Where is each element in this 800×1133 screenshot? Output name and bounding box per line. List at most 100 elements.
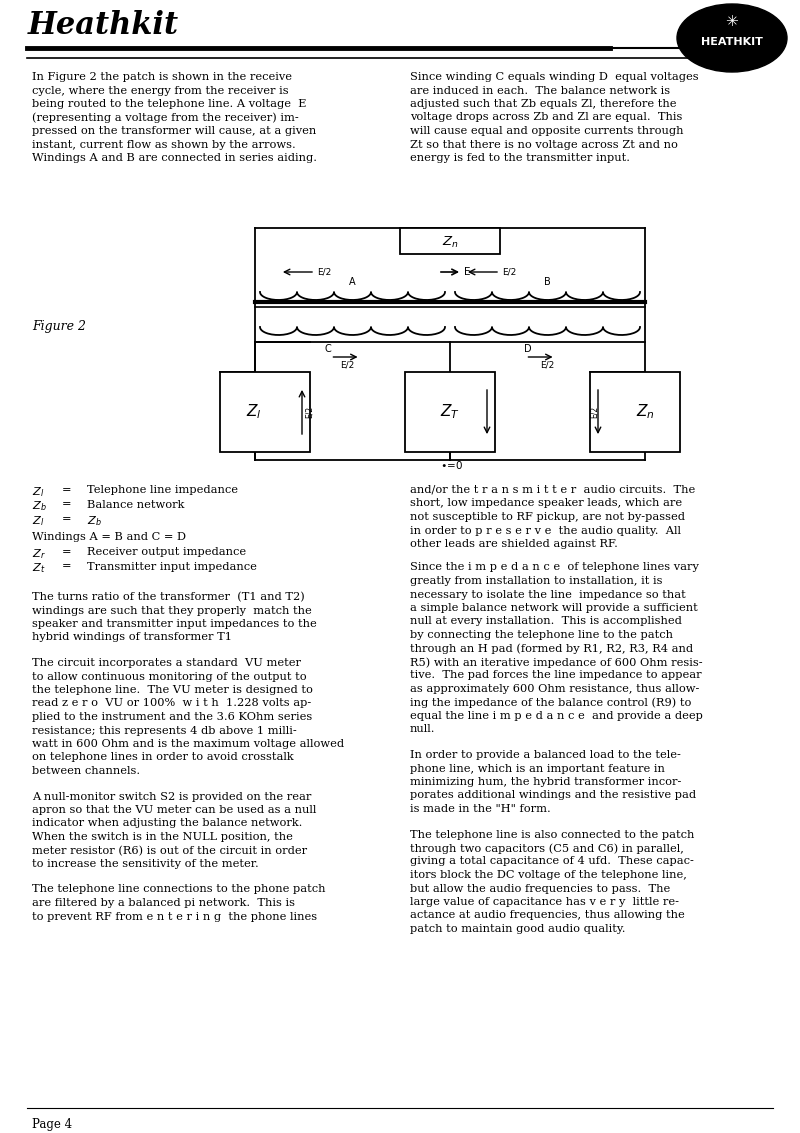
Text: read z e r o  VU or 100%  w i t h  1.228 volts ap-: read z e r o VU or 100% w i t h 1.228 vo… (32, 699, 311, 708)
Text: energy is fed to the transmitter input.: energy is fed to the transmitter input. (410, 153, 630, 163)
Text: Zt so that there is no voltage across Zt and no: Zt so that there is no voltage across Zt… (410, 139, 678, 150)
Text: =: = (62, 485, 71, 495)
Text: HEATHKIT: HEATHKIT (701, 37, 763, 46)
Text: phone line, which is an important feature in: phone line, which is an important featur… (410, 764, 665, 774)
Text: by connecting the telephone line to the patch: by connecting the telephone line to the … (410, 630, 673, 640)
Text: but allow the audio frequencies to pass.  The: but allow the audio frequencies to pass.… (410, 884, 670, 894)
Text: E/2: E/2 (590, 406, 599, 418)
Text: plied to the instrument and the 3.6 KOhm series: plied to the instrument and the 3.6 KOhm… (32, 712, 312, 722)
Text: B: B (544, 276, 551, 287)
Text: indicator when adjusting the balance network.: indicator when adjusting the balance net… (32, 818, 302, 828)
Text: E/2: E/2 (540, 360, 554, 369)
Text: Figure 2: Figure 2 (32, 320, 86, 333)
Text: Balance network: Balance network (87, 500, 184, 510)
Text: itors block the DC voltage of the telephone line,: itors block the DC voltage of the teleph… (410, 870, 687, 880)
Text: =: = (62, 547, 71, 557)
Text: =: = (62, 562, 71, 571)
Bar (400, 228, 500, 254)
Text: watt in 600 Ohm and is the maximum voltage allowed: watt in 600 Ohm and is the maximum volta… (32, 739, 344, 749)
Text: (representing a voltage from the receiver) im-: (representing a voltage from the receive… (32, 112, 298, 123)
Text: $Z_l$: $Z_l$ (32, 485, 44, 499)
Text: Receiver output impedance: Receiver output impedance (87, 547, 246, 557)
Text: through an H pad (formed by R1, R2, R3, R4 and: through an H pad (formed by R1, R2, R3, … (410, 644, 693, 654)
Bar (220, 372, 310, 452)
Text: are filtered by a balanced pi network.  This is: are filtered by a balanced pi network. T… (32, 898, 295, 908)
Text: porates additional windings and the resistive pad: porates additional windings and the resi… (410, 791, 696, 801)
Text: patch to maintain good audio quality.: patch to maintain good audio quality. (410, 925, 626, 934)
Text: The circuit incorporates a standard  VU meter: The circuit incorporates a standard VU m… (32, 658, 301, 668)
Text: tive.  The pad forces the line impedance to appear: tive. The pad forces the line impedance … (410, 671, 702, 681)
Text: resistance; this represents 4 db above 1 milli-: resistance; this represents 4 db above 1… (32, 725, 297, 735)
Text: =: = (62, 500, 71, 510)
Text: $Z_t$: $Z_t$ (32, 562, 46, 576)
Text: instant, current flow as shown by the arrows.: instant, current flow as shown by the ar… (32, 139, 296, 150)
Text: Since winding C equals winding D  equal voltages: Since winding C equals winding D equal v… (410, 73, 698, 82)
Text: windings are such that they properly  match the: windings are such that they properly mat… (32, 605, 312, 615)
Text: will cause equal and opposite currents through: will cause equal and opposite currents t… (410, 126, 683, 136)
Text: In order to provide a balanced load to the tele-: In order to provide a balanced load to t… (410, 750, 681, 760)
Text: Since the i m p e d a n c e  of telephone lines vary: Since the i m p e d a n c e of telephone… (410, 562, 699, 572)
Text: $Z_n$: $Z_n$ (636, 402, 655, 421)
Text: =: = (62, 514, 71, 523)
Text: E/2: E/2 (502, 267, 516, 276)
Text: actance at audio frequencies, thus allowing the: actance at audio frequencies, thus allow… (410, 911, 685, 920)
Text: greatly from installation to installation, it is: greatly from installation to installatio… (410, 576, 662, 586)
Text: Heathkit: Heathkit (28, 10, 179, 41)
Text: Windings A and B are connected in series aiding.: Windings A and B are connected in series… (32, 153, 317, 163)
Text: E/2: E/2 (340, 360, 354, 369)
Text: the telephone line.  The VU meter is designed to: the telephone line. The VU meter is desi… (32, 685, 313, 695)
Text: to increase the sensitivity of the meter.: to increase the sensitivity of the meter… (32, 859, 258, 869)
Text: Windings A = B and C = D: Windings A = B and C = D (32, 533, 186, 543)
Text: The telephone line connections to the phone patch: The telephone line connections to the ph… (32, 885, 326, 894)
Text: equal the line i m p e d a n c e  and provide a deep: equal the line i m p e d a n c e and pro… (410, 712, 703, 721)
Text: $Z_l$: $Z_l$ (246, 402, 262, 421)
Text: meter resistor (R6) is out of the circuit in order: meter resistor (R6) is out of the circui… (32, 845, 307, 855)
Text: are induced in each.  The balance network is: are induced in each. The balance network… (410, 85, 670, 95)
Text: voltage drops across Zb and Zl are equal.  This: voltage drops across Zb and Zl are equal… (410, 112, 682, 122)
Text: ing the impedance of the balance control (R9) to: ing the impedance of the balance control… (410, 698, 691, 708)
Text: is made in the "H" form.: is made in the "H" form. (410, 804, 550, 813)
Text: a simple balance network will provide a sufficient: a simple balance network will provide a … (410, 603, 698, 613)
Text: other leads are shielded against RF.: other leads are shielded against RF. (410, 539, 618, 550)
Text: $Z_b$: $Z_b$ (87, 514, 102, 528)
Text: $Z_r$: $Z_r$ (32, 547, 46, 561)
Text: to prevent RF from e n t e r i n g  the phone lines: to prevent RF from e n t e r i n g the p… (32, 912, 317, 921)
Text: A: A (349, 276, 356, 287)
Text: In Figure 2 the patch is shown in the receive: In Figure 2 the patch is shown in the re… (32, 73, 292, 82)
Text: $Z_b$: $Z_b$ (32, 500, 46, 513)
Text: short, low impedance speaker leads, which are: short, low impedance speaker leads, whic… (410, 499, 682, 509)
Text: $Z_l$: $Z_l$ (32, 514, 44, 528)
Text: speaker and transmitter input impedances to the: speaker and transmitter input impedances… (32, 619, 317, 629)
Text: E: E (464, 267, 470, 276)
Text: Telephone line impedance: Telephone line impedance (87, 485, 238, 495)
Text: adjusted such that Zb equals Zl, therefore the: adjusted such that Zb equals Zl, therefo… (410, 99, 677, 109)
Text: $Z_n$: $Z_n$ (442, 235, 458, 249)
Text: Transmitter input impedance: Transmitter input impedance (87, 562, 257, 571)
Text: in order to p r e s e r v e  the audio quality.  All: in order to p r e s e r v e the audio qu… (410, 526, 681, 536)
Text: between channels.: between channels. (32, 766, 140, 776)
Text: minimizing hum, the hybrid transformer incor-: minimizing hum, the hybrid transformer i… (410, 777, 682, 787)
Text: hybrid windings of transformer T1: hybrid windings of transformer T1 (32, 632, 232, 642)
Text: apron so that the VU meter can be used as a null: apron so that the VU meter can be used a… (32, 806, 316, 815)
Text: cycle, where the energy from the receiver is: cycle, where the energy from the receive… (32, 85, 289, 95)
Text: D: D (524, 344, 531, 353)
Text: null at every installation.  This is accomplished: null at every installation. This is acco… (410, 616, 682, 627)
Text: null.: null. (410, 724, 435, 734)
Text: not susceptible to RF pickup, are not by-passed: not susceptible to RF pickup, are not by… (410, 512, 685, 522)
Text: and/or the t r a n s m i t t e r  audio circuits.  The: and/or the t r a n s m i t t e r audio c… (410, 485, 695, 495)
Text: R5) with an iterative impedance of 600 Ohm resis-: R5) with an iterative impedance of 600 O… (410, 657, 702, 667)
Bar (590, 372, 680, 452)
Text: pressed on the transformer will cause, at a given: pressed on the transformer will cause, a… (32, 126, 316, 136)
Text: The turns ratio of the transformer  (T1 and T2): The turns ratio of the transformer (T1 a… (32, 593, 305, 603)
Text: necessary to isolate the line  impedance so that: necessary to isolate the line impedance … (410, 589, 686, 599)
Text: ✳: ✳ (726, 15, 738, 29)
Text: $\bullet$=0: $\bullet$=0 (440, 459, 463, 471)
Text: When the switch is in the NULL position, the: When the switch is in the NULL position,… (32, 832, 293, 842)
Text: through two capacitors (C5 and C6) in parallel,: through two capacitors (C5 and C6) in pa… (410, 843, 684, 853)
Text: giving a total capacitance of 4 ufd.  These capac-: giving a total capacitance of 4 ufd. The… (410, 857, 694, 867)
Text: Page 4: Page 4 (32, 1118, 72, 1131)
Text: The telephone line is also connected to the patch: The telephone line is also connected to … (410, 829, 694, 840)
Ellipse shape (677, 5, 787, 73)
Text: large value of capacitance has v e r y  little re-: large value of capacitance has v e r y l… (410, 897, 679, 908)
Text: being routed to the telephone line. A voltage  E: being routed to the telephone line. A vo… (32, 99, 306, 109)
